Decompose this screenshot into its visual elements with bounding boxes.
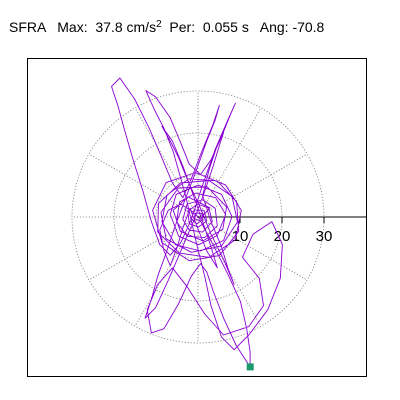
max-value: 37.8 bbox=[95, 19, 123, 35]
radial-tick-label-20: 20 bbox=[274, 228, 291, 245]
radial-tick-label-30: 30 bbox=[316, 228, 333, 245]
chart-header: SFRA Max: 37.8 cm/s2 Per: 0.055 s Ang: -… bbox=[9, 17, 324, 37]
max-amplitude-marker bbox=[246, 363, 254, 371]
grid-spoke-30 bbox=[197, 153, 308, 218]
grid-spoke-60 bbox=[197, 107, 262, 218]
plot-frame bbox=[27, 58, 367, 377]
angle-label: Ang: bbox=[259, 19, 289, 35]
grid-spoke-210 bbox=[88, 216, 199, 281]
grid-spoke-150 bbox=[88, 153, 199, 218]
grid-spoke-120 bbox=[134, 107, 199, 218]
radial-tick-label-10: 10 bbox=[232, 228, 249, 245]
motion-trace-group bbox=[111, 77, 283, 368]
max-label: Max: bbox=[57, 19, 88, 35]
radial-axis: 10 20 30 bbox=[198, 216, 366, 245]
station-code: SFRA bbox=[9, 19, 46, 35]
period-label: Per: bbox=[169, 19, 196, 35]
motion-trace bbox=[111, 77, 283, 368]
max-unit: cm/s bbox=[126, 19, 157, 35]
max-marker-group bbox=[246, 363, 254, 371]
angle-value: -70.8 bbox=[292, 19, 325, 35]
max-unit-exponent: 2 bbox=[156, 19, 162, 30]
grid-spoke-330 bbox=[197, 216, 308, 281]
period-value: 0.055 s bbox=[202, 19, 249, 35]
